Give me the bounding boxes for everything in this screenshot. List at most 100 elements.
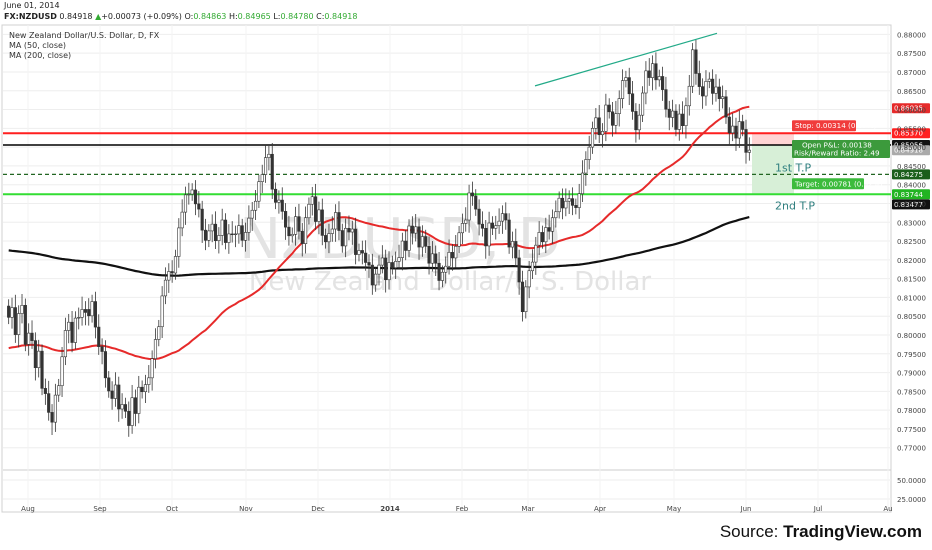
- candle-body: [257, 181, 261, 202]
- high-value: 0.84965: [237, 12, 271, 21]
- y-tick-label: 0.79000: [897, 370, 926, 378]
- candle-body: [394, 261, 398, 269]
- candle: [263, 144, 268, 183]
- candle: [534, 236, 538, 275]
- candle: [163, 267, 168, 305]
- candle-body: [580, 172, 585, 195]
- candle: [487, 211, 491, 256]
- candle: [510, 231, 515, 259]
- ma200-price-tag-box: [892, 199, 930, 210]
- candle: [243, 222, 248, 252]
- candle: [334, 204, 338, 242]
- candle-body: [590, 128, 595, 148]
- candle-body: [117, 384, 121, 410]
- candle: [450, 244, 454, 271]
- candle-body: [357, 250, 361, 255]
- candle: [143, 374, 148, 404]
- low-value: 0.84780: [280, 12, 314, 21]
- candle: [97, 314, 101, 355]
- candle: [374, 267, 378, 292]
- candle-body: [450, 252, 454, 259]
- candle: [714, 74, 718, 102]
- candle: [497, 208, 501, 234]
- candle-body: [454, 246, 458, 259]
- close-label: C:: [316, 12, 325, 21]
- candle-body: [13, 307, 17, 335]
- candle-body: [377, 264, 381, 275]
- candle: [480, 211, 484, 237]
- candle-body: [90, 301, 94, 317]
- candle: [83, 301, 87, 326]
- candle: [330, 216, 334, 242]
- candle: [347, 215, 351, 241]
- candle: [474, 189, 478, 216]
- candle-body: [210, 223, 214, 232]
- candle: [87, 298, 91, 326]
- ma50-price-tag-box: [892, 103, 930, 114]
- candle-body: [120, 404, 124, 410]
- candle-body: [524, 286, 528, 312]
- candle: [110, 381, 114, 410]
- y-tick-label: 0.78000: [897, 407, 926, 415]
- candle-body: [434, 253, 438, 264]
- candle-body: [594, 117, 598, 129]
- candle-body: [410, 225, 414, 234]
- y-axis[interactable]: 0.88000 0.87500 0.87000 0.86500 0.86000 0.855…: [897, 31, 926, 504]
- candle-body: [407, 225, 411, 251]
- candle: [10, 297, 14, 329]
- candle-body: [681, 113, 685, 127]
- candle-body: [514, 241, 518, 259]
- candle-body: [634, 111, 638, 131]
- watermark-name: New Zealand Dollar/U.S. Dollar: [249, 267, 652, 297]
- candle: [454, 235, 458, 268]
- candle-body: [721, 96, 725, 99]
- candle-body: [237, 225, 241, 235]
- candle-body: [737, 121, 741, 139]
- y-tick-label: 0.83500: [897, 200, 926, 208]
- candle: [570, 187, 575, 216]
- candle: [520, 270, 525, 322]
- ma200-legend: MA (200, close): [9, 51, 71, 60]
- trendline[interactable]: [534, 32, 718, 87]
- candle-body: [220, 219, 224, 236]
- candle: [437, 251, 441, 291]
- candle-body: [497, 220, 501, 226]
- candle: [687, 74, 691, 116]
- candle-body: [647, 70, 651, 78]
- candle: [53, 383, 57, 432]
- candle-body: [427, 246, 431, 264]
- candle-body: [530, 261, 535, 272]
- y-tick-label: 0.82500: [897, 238, 926, 246]
- candle-body: [457, 232, 461, 247]
- candle: [23, 298, 27, 352]
- resistance-trendline: [534, 32, 718, 87]
- x-axis[interactable]: Aug Sep Oct Nov Dec 2014 Feb Mar Apr May Jun Jul Au: [21, 505, 892, 513]
- candle: [183, 186, 188, 225]
- y-tick-label: 0.87500: [897, 50, 926, 58]
- candle-body: [277, 199, 281, 203]
- candle: [210, 214, 214, 243]
- y-tick-label: 0.79500: [897, 351, 926, 359]
- candle: [170, 260, 174, 283]
- candle: [467, 184, 471, 233]
- candle-body: [113, 384, 117, 399]
- candle: [230, 221, 234, 243]
- candle: [550, 209, 555, 245]
- y-tick-label: 0.84000: [897, 182, 926, 190]
- candle: [193, 180, 198, 216]
- candle: [634, 103, 638, 143]
- open-value: 0.84863: [193, 12, 227, 21]
- candle: [274, 182, 278, 210]
- candle-body: [374, 273, 378, 286]
- candle-body: [744, 129, 748, 153]
- candle-body: [143, 384, 148, 393]
- y-tick-label: 0.85000: [897, 144, 926, 152]
- candle: [57, 378, 61, 402]
- candle-body: [600, 131, 605, 136]
- candle: [547, 214, 551, 240]
- candle-body: [354, 228, 358, 255]
- y-tick-label: 0.80500: [897, 313, 926, 321]
- y-tick-label: 0.86500: [897, 88, 926, 96]
- y-tick-label: 0.80000: [897, 332, 926, 340]
